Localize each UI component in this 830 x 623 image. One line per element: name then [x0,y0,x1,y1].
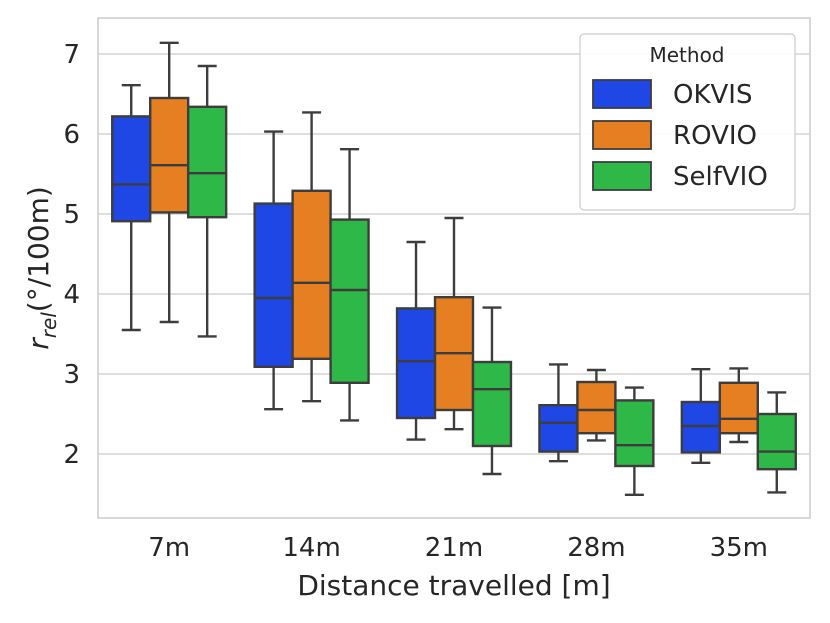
x-tick-labels: 7m 14m 21m 28m 35m [148,533,768,563]
x-tick-label-14m: 14m [282,533,340,563]
y-tick-label-6: 6 [63,120,80,150]
box-ROVIO-14m [291,111,332,403]
legend-title: Method [649,43,724,67]
legend-label: OKVIS [673,80,752,110]
y-tick-label-5: 5 [63,200,80,230]
y-tick-labels: 2 3 4 5 6 7 [63,40,80,470]
box-iqr [718,381,759,435]
legend-item-ROVIO: ROVIO [592,120,757,151]
legend-label: SelfVIO [673,162,768,192]
legend-label: ROVIO [673,121,757,151]
box-ROVIO-28m [576,368,617,442]
legend-swatch [592,79,652,109]
y-tick-label-3: 3 [63,360,80,390]
box-iqr [253,202,294,369]
y-axis-title-subscript: rel [37,312,61,339]
box-SelfVIO-35m [756,391,797,494]
box-iqr [186,105,228,219]
legend-swatch [592,161,652,191]
box-iqr [576,380,617,435]
box-ROVIO-7m [149,41,190,324]
x-tick-label-21m: 21m [425,533,483,563]
box-iqr [471,360,513,448]
y-axis-title-units: (°/100m) [22,186,55,312]
y-axis-title: rrel(°/100m) [22,186,61,350]
box-iqr [756,412,797,471]
y-tick-label-2: 2 [63,440,80,470]
legend-item-OKVIS: OKVIS [592,79,752,110]
x-tick-label-35m: 35m [710,533,768,563]
box-ROVIO-21m [433,216,475,431]
box-OKVIS-35m [680,368,722,464]
boxes [111,41,797,496]
y-tick-label-7: 7 [63,40,80,70]
y-axis-title-symbol: r [22,337,55,350]
legend: Method OKVIS ROVIO SelfVIO [579,33,796,211]
box-SelfVIO-14m [329,147,370,422]
box-iqr [538,404,579,453]
box-iqr [111,115,152,223]
box-SelfVIO-7m [186,64,228,338]
legend-swatch [592,120,652,150]
box-SelfVIO-28m [614,386,655,496]
box-OKVIS-7m [111,83,152,332]
legend-item-SelfVIO: SelfVIO [592,161,768,192]
box-iqr [291,189,332,361]
box-ROVIO-35m [718,367,759,444]
box-iqr [680,400,722,454]
box-iqr [329,218,370,385]
box-iqr [614,399,655,468]
box-SelfVIO-21m [471,306,513,476]
box-OKVIS-14m [253,130,294,411]
box-iqr [395,307,437,420]
box-iqr [149,96,190,214]
x-tick-label-7m: 7m [148,533,190,563]
y-tick-label-4: 4 [63,280,80,310]
x-axis-title: Distance travelled [m] [297,569,610,602]
legend-items: OKVIS ROVIO SelfVIO [592,79,768,192]
x-tick-label-28m: 28m [567,533,625,563]
